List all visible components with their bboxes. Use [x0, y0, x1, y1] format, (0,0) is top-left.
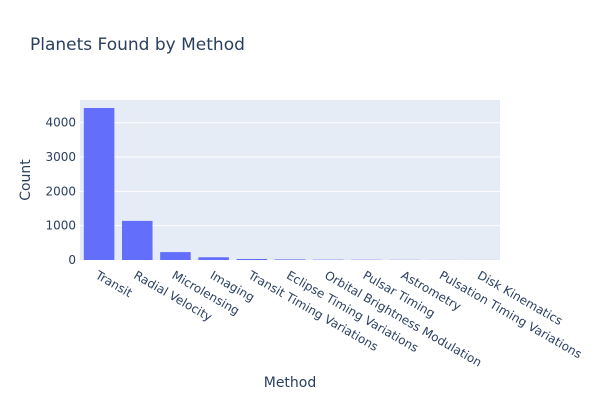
y-tick-label: 0 — [68, 253, 76, 267]
bar[interactable] — [84, 108, 115, 260]
x-axis-title: Method — [264, 375, 317, 391]
y-tick-labels: 0 1000 2000 3000 4000 — [45, 116, 76, 267]
bar[interactable] — [275, 259, 306, 260]
bar[interactable] — [122, 221, 153, 260]
bar[interactable] — [237, 259, 268, 260]
bar[interactable] — [160, 252, 191, 260]
bar[interactable] — [198, 257, 229, 260]
y-axis-title: Count — [18, 159, 34, 201]
y-tick-label: 4000 — [45, 116, 76, 130]
y-tick-label: 3000 — [45, 150, 76, 164]
y-tick-label: 2000 — [45, 184, 76, 198]
y-tick-label: 1000 — [45, 219, 76, 233]
x-tick-label: Transit — [92, 268, 135, 301]
chart-title: Planets Found by Method — [30, 35, 245, 55]
